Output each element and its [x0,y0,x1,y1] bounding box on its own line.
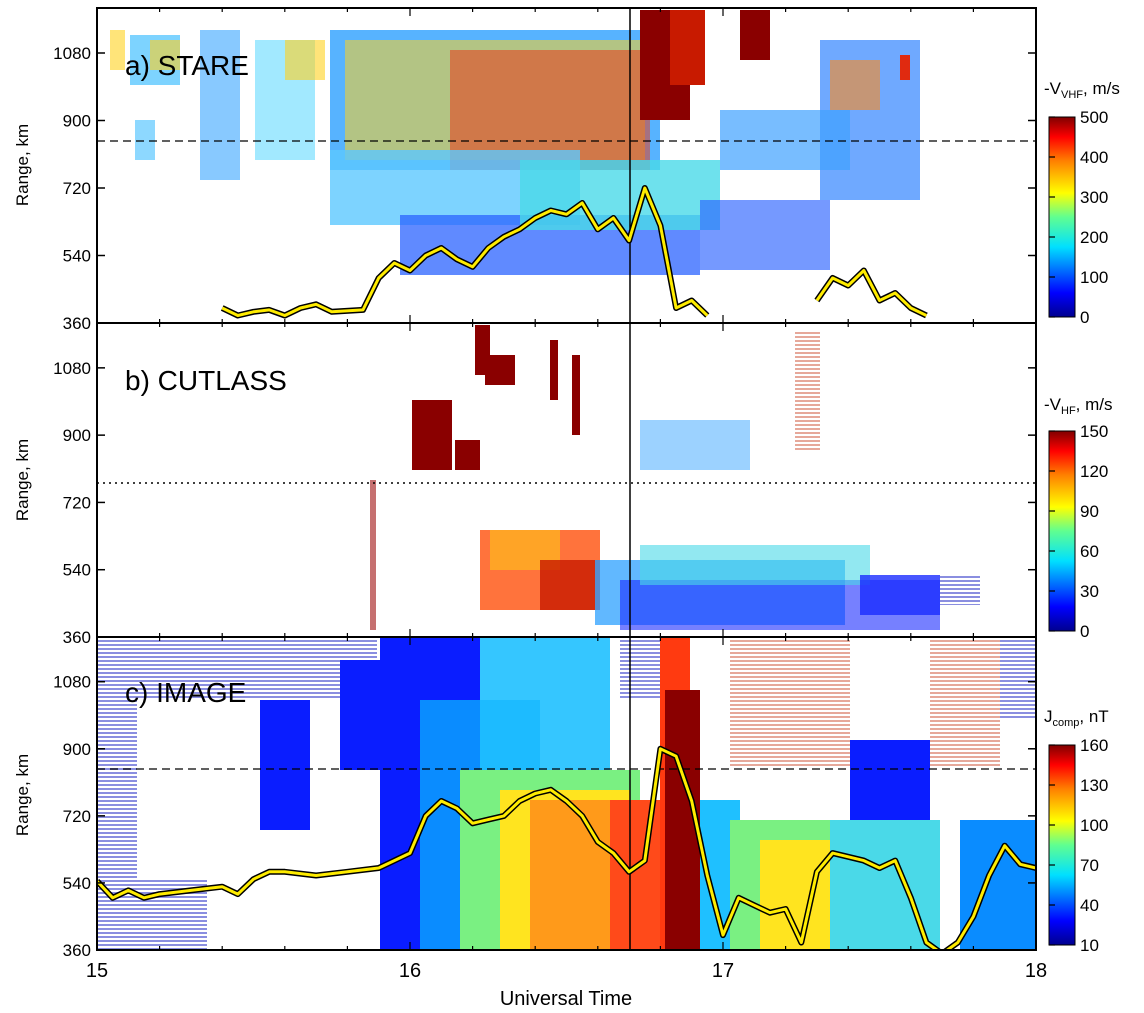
colorbar-tick-label: 200 [1080,228,1108,247]
colorbar-a-bar [1048,116,1076,318]
panel-a-label: a) STARE [125,50,249,81]
colorbar-tick-label: 10 [1080,936,1099,955]
colorbar-tick-label: 70 [1080,856,1099,875]
y-tick-label: 900 [63,740,91,759]
colorbar-tick-label: 0 [1080,622,1089,641]
y-tick-label: 1080 [53,673,91,692]
panel-a-stare [97,8,1036,323]
y-tick-label: 1080 [53,359,91,378]
panel-a-curve [221,186,709,317]
colorbar-tick-label: 100 [1080,268,1108,287]
colorbar-c-ticks: 10 40 70 100 130 160 [1049,736,1108,955]
colorbar-tick-label: 120 [1080,462,1108,481]
panel-c-yticks: 360 540 720 900 1080 [53,637,1037,960]
colorbar-b-bar [1048,430,1076,632]
y-tick-label: 540 [63,247,91,266]
panel-b-label: b) CUTLASS [125,365,287,396]
colorbar-tick-label: 160 [1080,736,1108,755]
y-tick-label: 360 [63,941,91,960]
colorbar-tick-label: 90 [1080,502,1099,521]
colorbar-a-ticks: 0 100 200 300 400 500 [1049,108,1108,327]
x-tick-label: 15 [86,960,108,982]
colorbar-tick-label: 130 [1080,776,1108,795]
panel-c-curve [97,747,1036,950]
colorbar-tick-label: 40 [1080,896,1099,915]
panel-b-yticks: 360 540 720 900 1080 [53,323,1037,647]
colorbar-b: -VHF, m/s 0 30 60 90 120 150 [1044,395,1113,641]
panel-c-label: c) IMAGE [125,677,246,708]
colorbar-tick-label: 400 [1080,148,1108,167]
colorbar-b-label: -VHF, m/s [1044,395,1113,417]
panel-b-heatmap [370,325,980,630]
x-tick-label: 17 [712,960,734,982]
colorbar-b-ticks: 0 30 60 90 120 150 [1049,422,1108,641]
colorbar-tick-label: 500 [1080,108,1108,127]
panel-a-heatmap [110,10,920,275]
x-axis-label: Universal Time [500,988,632,1010]
panel-c-image [97,637,1036,950]
y-tick-label: 720 [63,493,91,512]
colorbar-c-bar [1048,744,1076,946]
y-tick-label: 720 [63,179,91,198]
colorbar-a-label: -VVHF, m/s [1044,79,1120,101]
panel-a-yticks: 360 540 720 900 1080 [53,8,1037,333]
y-tick-label: 720 [63,807,91,826]
y-tick-label: 360 [63,314,91,333]
colorbar-tick-label: 100 [1080,816,1108,835]
panel-b-cutlass [97,323,1036,637]
y-tick-label: 900 [63,112,91,131]
panel-c-ylabel: Range, km [13,754,32,836]
y-tick-label: 1080 [53,44,91,63]
colorbar-tick-label: 150 [1080,422,1108,441]
x-axis-ticks: 15 16 17 18 [86,960,1047,982]
y-tick-label: 360 [63,628,91,647]
panel-b-ylabel: Range, km [13,439,32,521]
colorbar-tick-label: 30 [1080,582,1099,601]
colorbar-tick-label: 60 [1080,542,1099,561]
x-tick-label: 16 [399,960,421,982]
colorbar-a: -VVHF, m/s 0 100 200 300 400 500 [1044,79,1120,327]
panel-c-heatmap [97,637,1036,950]
y-tick-label: 540 [63,874,91,893]
colorbar-c: Jcomp, nT 10 40 70 100 130 160 [1044,707,1109,955]
y-tick-label: 540 [63,561,91,580]
panel-a-curve-2 [815,269,928,317]
panel-a-ylabel: Range, km [13,124,32,206]
colorbar-c-label: Jcomp, nT [1044,707,1109,729]
colorbar-tick-label: 300 [1080,188,1108,207]
colorbar-tick-label: 0 [1080,308,1089,327]
x-tick-label: 18 [1025,960,1047,982]
panel-c-frame [96,636,1037,951]
y-tick-label: 900 [63,426,91,445]
